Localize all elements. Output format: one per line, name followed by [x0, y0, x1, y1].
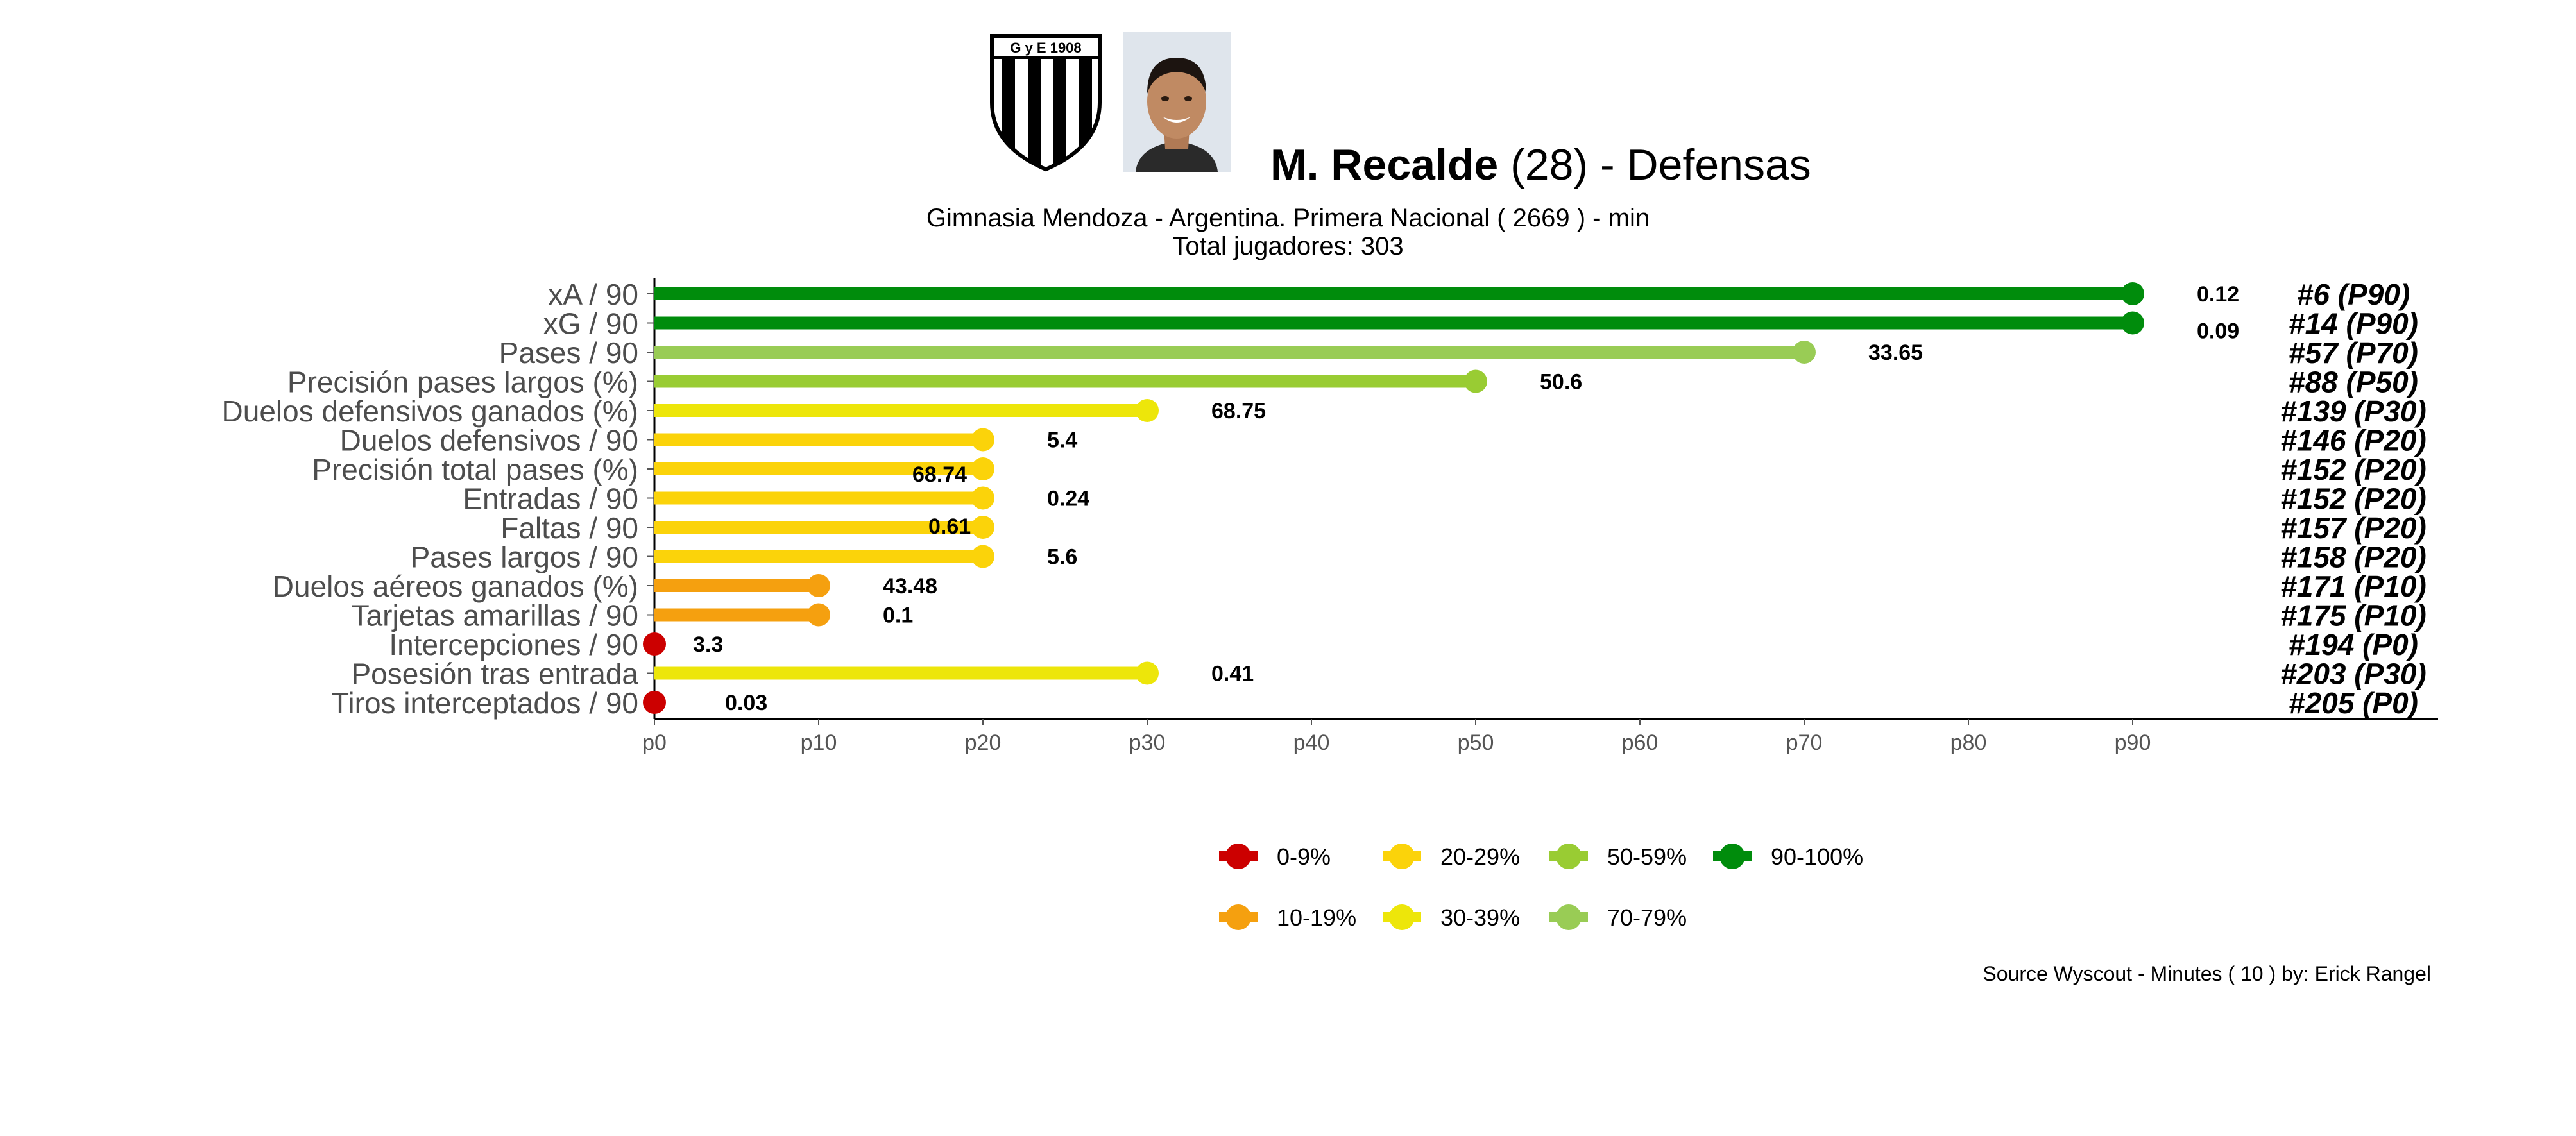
rank-label: #152 (P20) — [2280, 482, 2427, 516]
metric-label: Precisión pases largos (%) — [287, 366, 638, 399]
rank-label: #158 (P20) — [2280, 541, 2427, 574]
value-label: 0.12 — [2197, 282, 2239, 307]
value-label: 5.6 — [1047, 545, 1077, 570]
legend-label: 20-29% — [1440, 844, 1520, 870]
player-name: M. Recalde — [1270, 140, 1499, 189]
legend-swatch-dot — [1719, 844, 1745, 869]
value-label: 0.61 — [928, 514, 971, 539]
crest-text: G y E 1908 — [1010, 40, 1081, 56]
rank-label: #205 (P0) — [2289, 686, 2418, 720]
rank-label: #88 (P50) — [2289, 366, 2418, 399]
legend-swatch-dot — [1556, 904, 1582, 930]
value-label: 5.4 — [1047, 428, 1077, 453]
percentile-dot — [971, 457, 994, 480]
legend-label: 50-59% — [1607, 844, 1687, 870]
legend-swatch-dot — [1389, 904, 1415, 930]
x-tick-label: p90 — [2115, 731, 2151, 755]
percentile-dot — [971, 486, 994, 510]
legend-swatch-dot — [1389, 844, 1415, 869]
percentile-dot — [643, 632, 666, 656]
legend-label: 90-100% — [1771, 844, 1863, 870]
x-tick-label: p40 — [1293, 731, 1330, 755]
chart-title: M. Recalde (28) - Defensas — [1270, 140, 1811, 190]
value-label: 68.74 — [912, 462, 967, 487]
value-label: 0.09 — [2197, 319, 2239, 344]
percentile-dot — [2121, 311, 2144, 335]
rank-label: #194 (P0) — [2289, 628, 2418, 661]
value-label: 0.24 — [1047, 487, 1089, 511]
x-tick-label: p80 — [1950, 731, 1987, 755]
rank-label: #6 (P90) — [2297, 278, 2410, 311]
player-photo — [1123, 32, 1231, 172]
percentile-dot — [1464, 369, 1487, 393]
legend-swatch-dot — [1225, 844, 1251, 869]
rank-label: #171 (P10) — [2280, 570, 2427, 603]
percentile-dot — [971, 516, 994, 539]
metric-label: Entradas / 90 — [463, 482, 638, 516]
percentile-dot — [2121, 282, 2144, 305]
x-tick-label: p30 — [1129, 731, 1166, 755]
rank-label: #146 (P20) — [2280, 424, 2427, 457]
x-tick-label: p20 — [965, 731, 1002, 755]
percentile-dot — [1136, 661, 1159, 685]
source-note: Source Wyscout - Minutes ( 10 ) by: Eric… — [1983, 962, 2431, 985]
legend-label: 10-19% — [1277, 904, 1356, 931]
metric-label: xA / 90 — [548, 278, 638, 311]
metric-label: Posesión tras entrada — [352, 657, 639, 691]
metric-label: xG / 90 — [543, 307, 638, 341]
metric-label: Pases largos / 90 — [411, 541, 638, 574]
percentile-dot — [1136, 399, 1159, 422]
value-label: 0.41 — [1211, 662, 1254, 686]
rank-label: #157 (P20) — [2280, 511, 2427, 545]
rank-label: #152 (P20) — [2280, 453, 2427, 486]
metric-label: Precisión total pases (%) — [312, 453, 638, 486]
legend-label: 70-79% — [1607, 904, 1687, 931]
x-tick-label: p0 — [642, 731, 667, 755]
metric-label: Tiros interceptados / 90 — [331, 686, 638, 720]
value-label: 33.65 — [1868, 341, 1923, 365]
value-label: 0.03 — [725, 691, 767, 715]
club-crest-logo: G y E 1908 — [990, 34, 1102, 172]
rank-label: #139 (P30) — [2280, 394, 2427, 428]
rank-label: #57 (P70) — [2289, 336, 2418, 369]
player-age: (28) — [1510, 140, 1589, 189]
x-tick-label: p70 — [1786, 731, 1823, 755]
legend-label: 0-9% — [1277, 844, 1331, 870]
total-players: Total jugadores: 303 — [1172, 232, 1404, 260]
percentile-dot — [971, 428, 994, 452]
percentile-dot — [643, 691, 666, 714]
metric-label: Duelos aéreos ganados (%) — [273, 570, 638, 603]
player-position: - Defensas — [1600, 140, 1811, 189]
value-label: 3.3 — [693, 632, 723, 657]
metric-label: Tarjetas amarillas / 90 — [352, 599, 638, 632]
metric-label: Intercepciones / 90 — [389, 628, 638, 661]
percentile-dot — [807, 574, 830, 597]
team-line: Gimnasia Mendoza - Argentina. Primera Na… — [926, 204, 1650, 232]
value-label: 43.48 — [883, 574, 937, 598]
metric-label: Faltas / 90 — [500, 511, 638, 545]
metric-label: Pases / 90 — [499, 336, 638, 369]
legend-swatch-dot — [1556, 844, 1582, 869]
legend-label: 30-39% — [1440, 904, 1520, 931]
metric-label: Duelos defensivos ganados (%) — [222, 394, 638, 428]
rank-label: #175 (P10) — [2280, 599, 2427, 632]
metric-label: Duelos defensivos / 90 — [340, 424, 638, 457]
legend-swatch-dot — [1225, 904, 1251, 930]
x-tick-label: p50 — [1458, 731, 1494, 755]
percentile-dot — [807, 603, 830, 627]
percentile-dot — [1793, 341, 1816, 364]
value-label: 68.75 — [1211, 399, 1266, 423]
value-label: 50.6 — [1540, 370, 1582, 394]
rank-label: #14 (P90) — [2289, 307, 2418, 341]
x-tick-label: p60 — [1622, 731, 1659, 755]
x-tick-label: p10 — [801, 731, 837, 755]
rank-label: #203 (P30) — [2280, 657, 2427, 691]
percentile-dot — [971, 545, 994, 568]
value-label: 0.1 — [883, 604, 913, 628]
